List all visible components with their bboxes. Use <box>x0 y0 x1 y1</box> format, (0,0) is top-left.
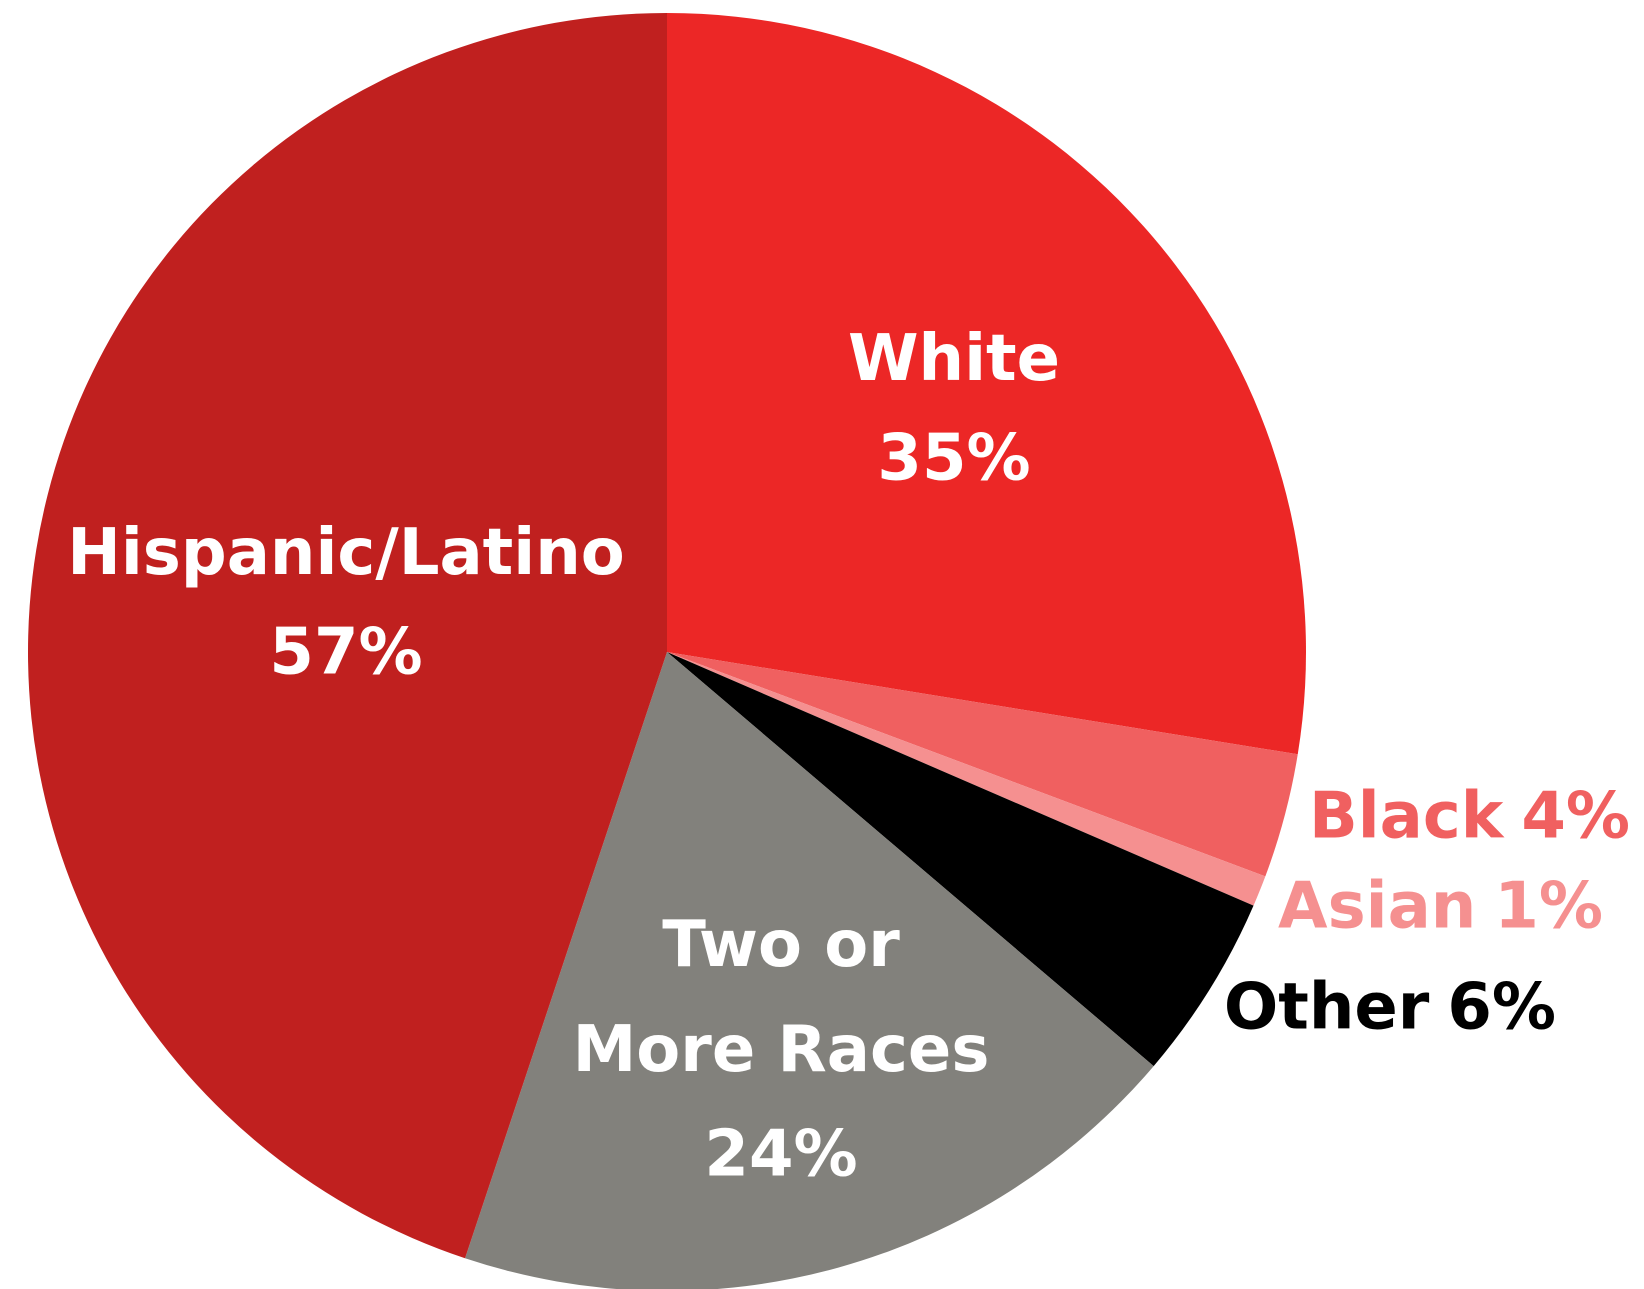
value-label: 1% <box>1494 870 1603 944</box>
value-label: 4% <box>1521 780 1630 854</box>
value-label: 6% <box>1447 971 1556 1045</box>
slice-label-line: Two or <box>662 908 900 982</box>
slice-label: Other <box>1224 971 1430 1045</box>
pie-slice <box>465 652 1154 1289</box>
slice-label-line: White <box>848 322 1060 396</box>
pie-slice <box>667 652 1254 1067</box>
pie-slice <box>28 13 668 1259</box>
pie-slice <box>667 652 1266 906</box>
slice-label-line: Hispanic/Latino <box>67 516 624 590</box>
slice-label: Two or More Races <box>573 908 990 1087</box>
slice-label: White <box>848 322 1060 396</box>
pie-slice <box>667 652 1298 877</box>
slice-label: Black <box>1309 780 1505 854</box>
pie-slice <box>667 13 1306 755</box>
value-label: 35% <box>877 422 1030 496</box>
slice-label-line: More Races <box>573 1013 990 1087</box>
slice-label: Asian <box>1278 870 1476 944</box>
slice-label: Hispanic/Latino <box>67 516 624 590</box>
value-label: 57% <box>269 616 422 690</box>
value-label: 24% <box>704 1118 857 1192</box>
